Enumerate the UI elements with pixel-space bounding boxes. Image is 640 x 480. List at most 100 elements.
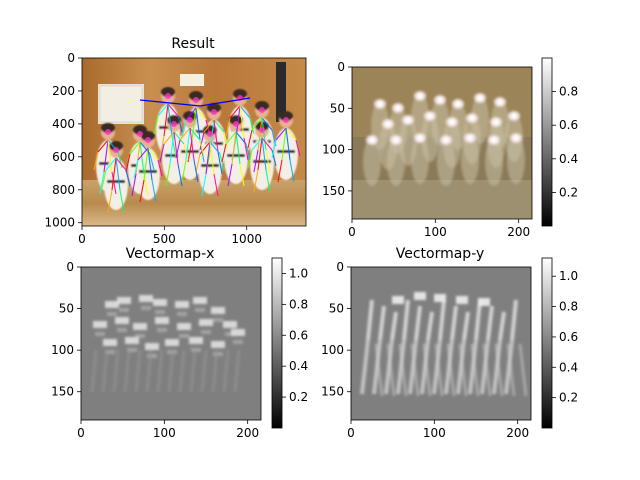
colorbar-tick-label: 0.4 xyxy=(559,152,578,166)
colorbar-tick: 0.2 xyxy=(552,185,578,199)
x-tick-label: 1000 xyxy=(231,232,262,246)
colorbar-tick: 0.8 xyxy=(282,297,308,311)
colorbar-tick: 0.2 xyxy=(282,390,308,404)
y-tick-label: 50 xyxy=(330,101,345,115)
colorbar-tick: 0.6 xyxy=(282,328,308,342)
colorbar-tick-label: 0.6 xyxy=(559,330,578,344)
y-tick-label: 1000 xyxy=(44,216,75,230)
x-tick-label: 100 xyxy=(424,225,447,239)
y-tick-label: 50 xyxy=(59,302,74,316)
x-tick: 100 xyxy=(153,420,176,440)
vectormap-y-title: Vectormap-y xyxy=(396,246,485,262)
panel-heatmap: 0 100 200 0 50 100 150 0.2 0.4 0.6 0.8 xyxy=(322,57,578,239)
y-tick: 50 xyxy=(59,302,81,316)
y-tick-label: 150 xyxy=(322,184,345,198)
colorbar-tick-label: 0.6 xyxy=(559,118,578,132)
x-tick: 500 xyxy=(153,226,176,246)
vectormap-x-title: Vectormap-x xyxy=(126,246,215,262)
x-tick: 0 xyxy=(347,420,355,440)
colorbar-tick: 0.8 xyxy=(552,300,578,314)
x-tick-label: 0 xyxy=(77,426,85,440)
y-tick: 0 xyxy=(66,260,81,274)
heatmap-image xyxy=(352,67,532,219)
colorbar-tick-label: 0.4 xyxy=(559,360,578,374)
result-title: Result xyxy=(171,36,215,52)
y-tick: 400 xyxy=(52,117,82,131)
colorbar-tick: 0.4 xyxy=(552,152,578,166)
y-tick: 50 xyxy=(330,101,352,115)
y-tick: 200 xyxy=(52,84,82,98)
y-tick-label: 0 xyxy=(336,260,344,274)
x-tick-label: 100 xyxy=(153,426,176,440)
y-tick: 150 xyxy=(321,385,351,399)
colorbar-gradient xyxy=(541,57,553,227)
colorbar: 0.2 0.4 0.6 0.8 xyxy=(541,57,578,227)
y-tick-label: 100 xyxy=(322,143,345,157)
x-tick-label: 0 xyxy=(347,426,355,440)
y-tick-label: 400 xyxy=(52,117,75,131)
colorbar-tick-label: 0.8 xyxy=(559,300,578,314)
colorbar-tick: 1.0 xyxy=(282,266,308,280)
y-tick-label: 100 xyxy=(321,343,344,357)
y-tick-label: 50 xyxy=(329,302,344,316)
colorbar-tick: 0.8 xyxy=(552,85,578,99)
colorbar-tick: 0.6 xyxy=(552,330,578,344)
x-tick: 100 xyxy=(423,420,446,440)
colorbar-tick: 1.0 xyxy=(552,269,578,283)
colorbar: 0.2 0.4 0.6 0.8 1.0 xyxy=(541,257,578,429)
y-tick: 150 xyxy=(322,184,352,198)
y-tick: 0 xyxy=(336,260,351,274)
colorbar-tick-label: 0.2 xyxy=(289,390,308,404)
x-tick-label: 100 xyxy=(423,426,446,440)
vectormap-x-image xyxy=(81,267,261,420)
colorbar-tick: 0.2 xyxy=(552,391,578,405)
y-tick: 100 xyxy=(322,143,352,157)
colorbar-gradient xyxy=(271,257,283,429)
y-tick-label: 100 xyxy=(51,343,74,357)
colorbar-tick: 0.6 xyxy=(552,118,578,132)
result-image xyxy=(82,58,306,226)
x-tick-label: 0 xyxy=(348,225,356,239)
x-tick: 0 xyxy=(77,420,85,440)
x-tick: 200 xyxy=(236,420,259,440)
y-tick: 600 xyxy=(52,150,82,164)
colorbar-tick-label: 0.4 xyxy=(289,359,308,373)
x-tick-label: 0 xyxy=(78,232,86,246)
y-tick: 100 xyxy=(321,343,351,357)
colorbar-tick-label: 1.0 xyxy=(289,266,308,280)
colorbar-tick-label: 0.2 xyxy=(559,391,578,405)
x-tick: 0 xyxy=(78,226,86,246)
x-tick-label: 200 xyxy=(507,225,530,239)
y-tick-label: 0 xyxy=(66,260,74,274)
y-tick-label: 0 xyxy=(67,51,75,65)
y-tick: 800 xyxy=(52,183,82,197)
x-tick: 200 xyxy=(507,219,530,239)
y-tick: 50 xyxy=(329,302,351,316)
colorbar-tick-label: 0.2 xyxy=(559,185,578,199)
colorbar-tick-label: 0.6 xyxy=(289,328,308,342)
x-tick: 200 xyxy=(506,420,529,440)
y-tick-label: 600 xyxy=(52,150,75,164)
x-tick: 1000 xyxy=(231,226,262,246)
y-tick-label: 0 xyxy=(337,60,345,74)
y-tick: 0 xyxy=(67,51,82,65)
x-tick: 0 xyxy=(348,219,356,239)
colorbar-tick-label: 0.8 xyxy=(559,85,578,99)
vectormap-y-image xyxy=(351,267,531,420)
colorbar-tick-label: 1.0 xyxy=(559,269,578,283)
colorbar-tick: 0.4 xyxy=(282,359,308,373)
y-tick: 1000 xyxy=(44,216,82,230)
x-tick-label: 200 xyxy=(236,426,259,440)
x-tick-label: 200 xyxy=(506,426,529,440)
colorbar-gradient xyxy=(541,257,553,429)
x-tick: 100 xyxy=(424,219,447,239)
y-tick: 100 xyxy=(51,343,81,357)
y-tick: 0 xyxy=(337,60,352,74)
y-tick: 150 xyxy=(51,385,81,399)
colorbar: 0.2 0.4 0.6 0.8 1.0 xyxy=(271,257,308,429)
y-tick-label: 800 xyxy=(52,183,75,197)
